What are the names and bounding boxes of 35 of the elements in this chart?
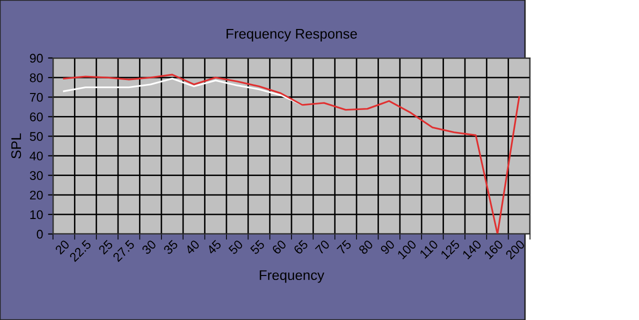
line-series <box>63 74 520 234</box>
x-tick-label: 125 <box>440 239 460 260</box>
x-tick-label: 200 <box>505 239 526 260</box>
x-tick-label: 65 <box>293 239 308 255</box>
x-axis-title: Frequency <box>260 270 324 283</box>
x-tick-label: 70 <box>314 239 330 255</box>
x-tick-label: 140 <box>462 239 482 260</box>
y-tick-label: 10 <box>30 210 43 220</box>
chart-title: Frequency Response <box>226 29 357 42</box>
x-tick-label: 30 <box>141 239 157 255</box>
x-tick-label: 110 <box>419 239 439 259</box>
line-series <box>63 78 304 106</box>
y-tick-label: 70 <box>30 92 43 102</box>
x-tick-label: 100 <box>396 239 417 260</box>
y-tick-label: 50 <box>30 132 43 141</box>
x-tick-label: 55 <box>250 240 266 255</box>
y-tick-label: 40 <box>30 152 43 160</box>
x-tick-label: 80 <box>358 239 374 255</box>
x-tick-label: 50 <box>228 239 244 255</box>
x-tick-label: 35 <box>162 239 178 255</box>
x-tick-label: 20 <box>54 239 70 255</box>
x-tick-label: 60 <box>272 239 287 255</box>
y-tick-label: 0 <box>36 230 43 239</box>
y-tick-label: 20 <box>30 190 43 200</box>
x-tick-label: 75 <box>336 240 352 255</box>
y-tick-label: 30 <box>30 171 43 180</box>
x-tick-label: 25 <box>98 239 114 255</box>
x-tick-label: 160 <box>484 239 504 260</box>
y-tick-label: 60 <box>30 112 43 122</box>
y-axis-title: SPL <box>11 133 22 158</box>
y-tick-label: 90 <box>30 54 43 63</box>
x-tick-label: 40 <box>184 239 200 255</box>
x-tick-label: 90 <box>380 239 396 255</box>
y-tick-label: 80 <box>30 73 43 82</box>
x-tick-label: 45 <box>206 240 222 255</box>
